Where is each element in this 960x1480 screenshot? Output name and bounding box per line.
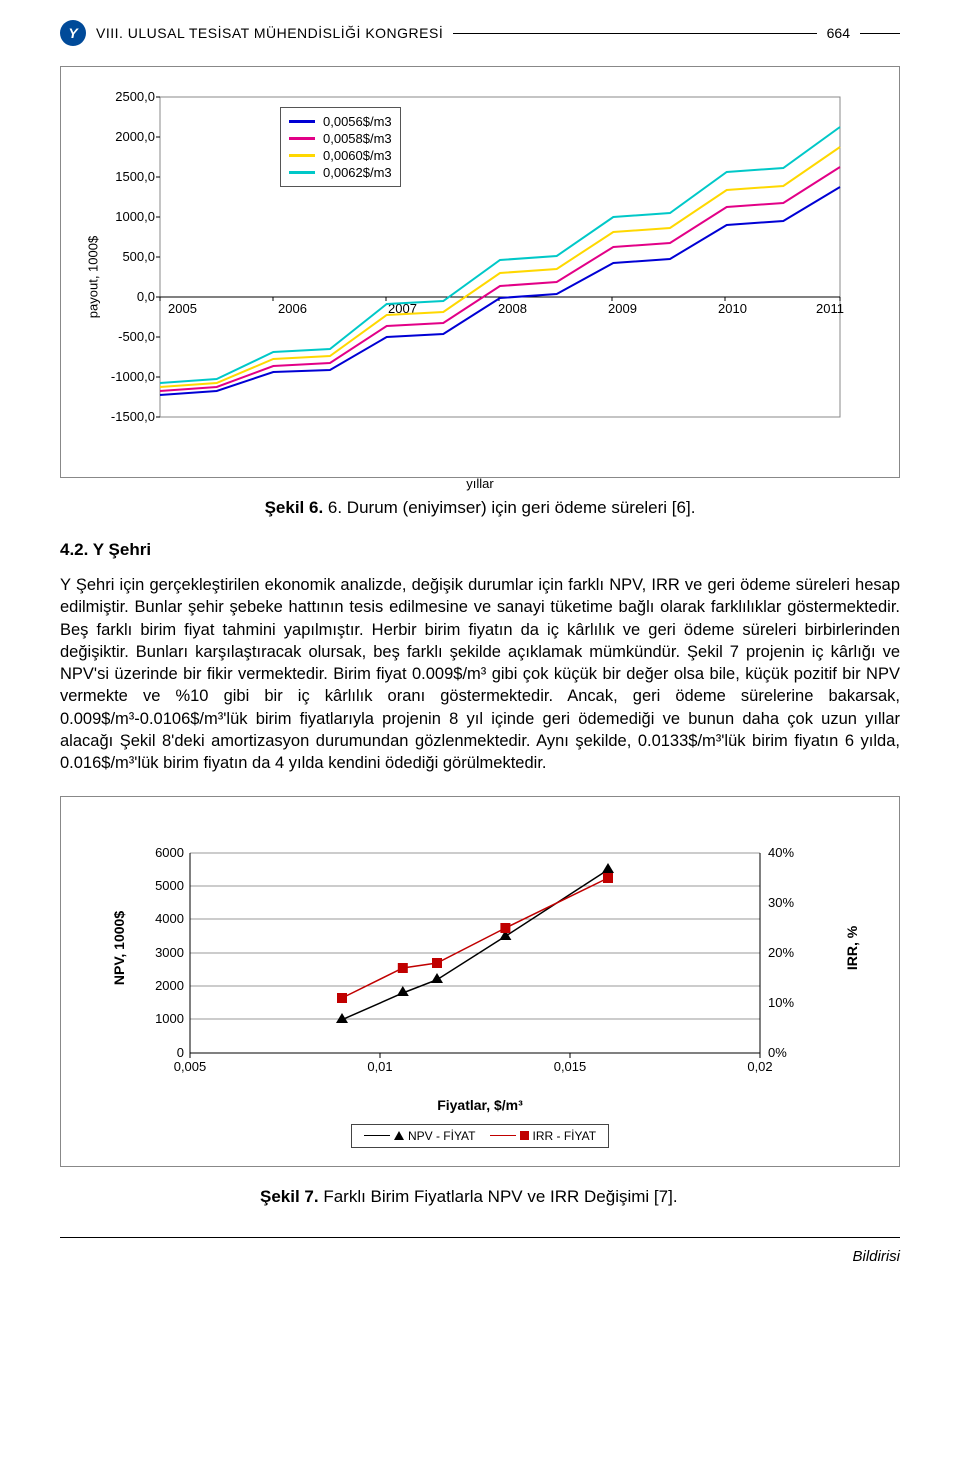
svg-text:2000,0: 2000,0 (115, 129, 155, 144)
svg-text:20%: 20% (768, 945, 794, 960)
chart2-x-label: Fiyatlar, $/m³ (91, 1097, 869, 1113)
svg-text:0,015: 0,015 (554, 1059, 587, 1074)
legend-item: 0,0060$/m3 (323, 148, 392, 163)
page-number: 664 (827, 25, 850, 41)
chart2-y-left-label: NPV, 1000$ (111, 911, 127, 985)
header-rule-tail (860, 33, 900, 34)
svg-text:0,005: 0,005 (174, 1059, 207, 1074)
svg-text:-500,0: -500,0 (118, 329, 155, 344)
paragraph-body: Y Şehri için gerçekleştirilen ekonomik a… (60, 574, 900, 774)
svg-text:1000,0: 1000,0 (115, 209, 155, 224)
svg-text:10%: 10% (768, 995, 794, 1010)
svg-text:0: 0 (177, 1045, 184, 1060)
svg-text:6000: 6000 (155, 845, 184, 860)
chart2-y-right-ticks: 40% 30% 20% 10% 0% (768, 845, 794, 1060)
footer-rule (60, 1237, 900, 1238)
svg-text:2500,0: 2500,0 (115, 89, 155, 104)
svg-text:0,0: 0,0 (137, 289, 155, 304)
svg-text:-1000,0: -1000,0 (111, 369, 155, 384)
legend-item: 0,0062$/m3 (323, 165, 392, 180)
chart2-legend: NPV - FİYAT IRR - FİYAT (91, 1123, 869, 1147)
triangle-marker-icon (394, 1131, 404, 1140)
chart1-legend: 0,0056$/m3 0,0058$/m3 0,0060$/m3 0,0062$… (280, 107, 401, 187)
legend-item: 0,0058$/m3 (323, 131, 392, 146)
svg-text:30%: 30% (768, 895, 794, 910)
legend-item: IRR - FİYAT (533, 1129, 597, 1143)
chart-payout: 2500,0 2000,0 1500,0 1000,0 500,0 0,0 -5… (100, 87, 860, 467)
svg-text:1500,0: 1500,0 (115, 169, 155, 184)
chart-payout-frame: payout, 1000$ 2500,0 2000,0 1500,0 1000,… (60, 66, 900, 478)
svg-text:5000: 5000 (155, 878, 184, 893)
chart2-y-right-label: IRR, % (844, 926, 860, 970)
legend-item: 0,0056$/m3 (323, 114, 392, 129)
svg-text:2011: 2011 (816, 301, 844, 316)
figure-7-caption: Şekil 7. Farklı Birim Fiyatlarla NPV ve … (260, 1187, 900, 1207)
header-rule (453, 33, 816, 34)
svg-text:0,01: 0,01 (367, 1059, 392, 1074)
chart-npv-irr: 6000 5000 4000 3000 2000 1000 0 40% 30% … (120, 823, 840, 1083)
svg-text:2010: 2010 (718, 301, 747, 316)
svg-text:2006: 2006 (278, 301, 307, 316)
section-heading: 4.2. Y Şehri (60, 540, 900, 560)
chart1-y-ticks: 2500,0 2000,0 1500,0 1000,0 500,0 0,0 -5… (111, 89, 160, 424)
figure-6-caption: Şekil 6. 6. Durum (eniyimser) için geri … (60, 498, 900, 518)
svg-text:-1500,0: -1500,0 (111, 409, 155, 424)
chart2-grid (190, 853, 760, 1053)
svg-text:3000: 3000 (155, 945, 184, 960)
footer-text: Bildirisi (60, 1248, 900, 1265)
svg-text:1000: 1000 (155, 1011, 184, 1026)
chart2-npv-line (342, 870, 608, 1020)
chart2-x-ticks: 0,005 0,01 0,015 0,02 (174, 1053, 773, 1074)
chart1-x-label: yıllar (100, 476, 860, 491)
svg-text:2008: 2008 (498, 301, 527, 316)
chart1-y-label: payout, 1000$ (86, 236, 101, 318)
svg-text:2009: 2009 (608, 301, 637, 316)
svg-text:2005: 2005 (168, 301, 197, 316)
svg-text:2000: 2000 (155, 978, 184, 993)
svg-text:0,02: 0,02 (747, 1059, 772, 1074)
svg-text:500,0: 500,0 (122, 249, 155, 264)
svg-text:40%: 40% (768, 845, 794, 860)
svg-text:4000: 4000 (155, 911, 184, 926)
chart2-y-left-ticks: 6000 5000 4000 3000 2000 1000 0 (155, 845, 184, 1060)
square-marker-icon (520, 1131, 529, 1140)
page-header: Y VIII. ULUSAL TESİSAT MÜHENDİSLİĞİ KONG… (60, 20, 900, 46)
svg-text:0%: 0% (768, 1045, 787, 1060)
legend-item: NPV - FİYAT (408, 1129, 476, 1143)
congress-title: VIII. ULUSAL TESİSAT MÜHENDİSLİĞİ KONGRE… (96, 25, 443, 41)
chart-npv-irr-frame: NPV, 1000$ IRR, % (60, 796, 900, 1166)
logo-icon: Y (60, 20, 86, 46)
